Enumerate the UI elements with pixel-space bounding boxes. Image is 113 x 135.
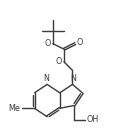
Text: O: O bbox=[55, 57, 62, 66]
Text: N: N bbox=[70, 74, 75, 83]
Text: OH: OH bbox=[86, 115, 98, 124]
Text: O: O bbox=[44, 39, 51, 48]
Text: Me: Me bbox=[8, 104, 20, 113]
Text: N: N bbox=[43, 74, 49, 83]
Text: O: O bbox=[76, 38, 83, 47]
